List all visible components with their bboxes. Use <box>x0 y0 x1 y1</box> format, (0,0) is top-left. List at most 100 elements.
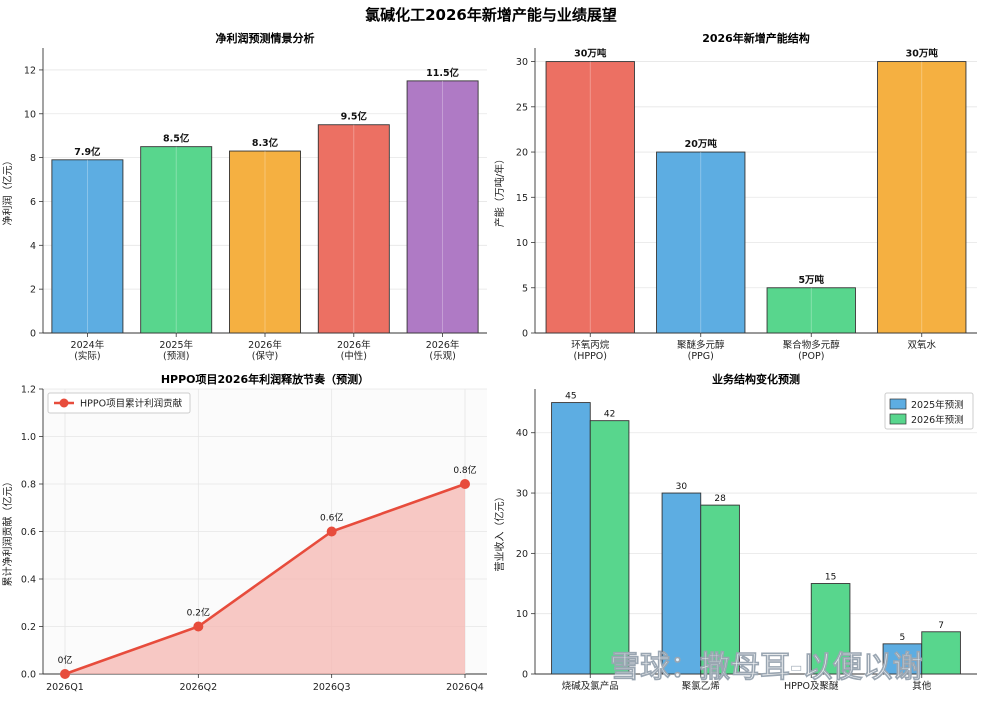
x-tick-label: HPPO及聚醚 <box>784 680 839 692</box>
series-line <box>64 482 466 676</box>
chart-hppo-release: HPPO项目2026年利润释放节奏（预测） 0.0 0.2 0.4 0.6 0.8 1.0 1… <box>1 372 487 693</box>
y-tick-label: 40 <box>516 428 528 439</box>
data-label: 11.5亿 <box>426 67 459 79</box>
x-tick-label: 2026Q4 <box>446 682 484 693</box>
legend: 2025年预测 2026年预测 <box>884 392 974 430</box>
data-label: 5万吨 <box>798 274 824 286</box>
data-point <box>193 621 204 632</box>
x-tick-label: 其他 <box>912 680 932 692</box>
bar <box>656 151 746 334</box>
chart-business-structure: 业务结构变化预测 0 10 20 30 40 营业收入（亿元） 45 42 烧碱及氯产品 30 28 聚… <box>493 372 977 692</box>
data-label: 30万吨 <box>574 48 607 60</box>
y-tick-label: 15 <box>516 193 528 204</box>
legend-label: 2026年预测 <box>911 414 964 426</box>
data-point <box>60 669 70 679</box>
y-axis-label: 净利润（亿元） <box>1 156 14 226</box>
y-tick-label: 5 <box>522 283 528 294</box>
bar <box>700 504 740 675</box>
y-tick-label: 0.4 <box>21 575 36 586</box>
y-tick-label: 4 <box>30 241 36 252</box>
y-tick-label: 10 <box>24 109 36 120</box>
x-tick-label: 2026年(乐观) <box>426 339 460 362</box>
y-tick-label: 20 <box>516 148 528 159</box>
y-tick-label: 8 <box>30 153 36 164</box>
legend-box <box>47 392 191 414</box>
y-tick-label: 2 <box>30 285 36 296</box>
legend: HPPO项目累计利润贡献 <box>47 392 191 414</box>
data-point <box>460 479 470 489</box>
x-tick-label: 聚氯乙烯 <box>682 680 721 692</box>
bar <box>882 643 923 675</box>
data-label: 9.5亿 <box>341 111 368 123</box>
x-tick-label: 2024年(实际) <box>71 339 105 362</box>
legend-marker <box>59 398 69 408</box>
watermark: 雪球：撒母耳-以便以谢 <box>610 650 922 685</box>
y-tick-label: 10 <box>516 238 528 249</box>
x-tick-label: 2026Q2 <box>179 682 217 693</box>
y-tick-label: 30 <box>516 57 528 68</box>
y-tick-label: 1.2 <box>21 385 36 396</box>
bar <box>810 583 851 675</box>
legend-swatch <box>889 413 907 425</box>
x-tick-label: 2025年(预测) <box>159 339 193 362</box>
panel-title: 2026年新增产能结构 <box>702 31 810 45</box>
y-tick-label: 30 <box>516 489 528 500</box>
x-tick-label: 双氧水 <box>907 339 936 351</box>
data-label: 7 <box>938 621 944 631</box>
legend-label: 2025年预测 <box>911 399 964 411</box>
data-label: 0.6亿 <box>320 512 343 524</box>
x-tick-label: 环氧丙烷(HPPO) <box>571 339 610 362</box>
y-tick-label: 0 <box>522 329 528 340</box>
data-label: 42 <box>604 410 615 420</box>
figure-title: 氯碱化工2026年新增产能与业绩展望 <box>365 6 617 24</box>
data-label: 0.8亿 <box>453 464 476 476</box>
data-label: 8.3亿 <box>252 137 279 149</box>
x-tick-label: 聚合物多元醇(POP) <box>783 339 841 362</box>
y-tick-label: 20 <box>516 549 528 560</box>
bar <box>140 146 213 334</box>
y-tick-label: 0 <box>30 329 36 340</box>
y-tick-label: 1.0 <box>21 432 36 443</box>
panel-title: HPPO项目2026年利润释放节奏（预测） <box>161 372 369 386</box>
y-tick-label: 25 <box>516 102 528 113</box>
bar <box>229 150 301 334</box>
y-tick-label: 10 <box>516 609 528 620</box>
bar <box>51 159 124 334</box>
data-label: 0亿 <box>58 654 73 666</box>
y-axis-label: 产能（万吨/年） <box>493 154 506 227</box>
data-label: 5 <box>900 633 906 643</box>
bar <box>766 287 856 334</box>
legend-box <box>884 392 974 430</box>
y-tick-label: 0.2 <box>21 622 36 633</box>
bar <box>551 402 591 675</box>
data-label: 30万吨 <box>906 48 939 60</box>
bar <box>317 124 390 334</box>
y-tick-label: 0.0 <box>21 670 36 681</box>
x-tick-label: 2026Q1 <box>46 682 84 693</box>
x-tick-label: 2026年(中性) <box>337 339 371 362</box>
x-tick-label: 烧碱及氯产品 <box>562 680 619 692</box>
data-label: 45 <box>565 392 576 402</box>
bar <box>921 631 961 675</box>
y-tick-label: 0.8 <box>21 480 36 491</box>
bar <box>406 80 479 334</box>
legend-label: HPPO项目累计利润贡献 <box>80 398 183 410</box>
bar <box>589 420 630 675</box>
y-tick-label: 6 <box>30 197 36 208</box>
panel-title: 净利润预测情景分析 <box>216 31 315 45</box>
data-label: 20万吨 <box>685 138 718 150</box>
x-tick-label: 聚醚多元醇(PPG) <box>677 339 725 362</box>
data-label: 8.5亿 <box>163 133 190 145</box>
chart-capacity: 2026年新增产能结构 0 5 10 15 20 25 30 产能（万吨/年） 30万吨环氧丙烷(… <box>493 31 977 362</box>
y-tick-label: 12 <box>24 65 36 76</box>
bar <box>545 61 635 334</box>
panel-title: 业务结构变化预测 <box>712 372 800 386</box>
data-point <box>326 526 337 537</box>
chart-net-profit: 净利润预测情景分析 0 2 4 6 8 10 12 净利润（亿元） 7.9亿 2024年(实际) 8.… <box>1 31 487 362</box>
data-label: 15 <box>825 573 836 583</box>
legend-swatch <box>889 398 907 410</box>
data-label: 0.2亿 <box>187 607 210 619</box>
y-axis-label: 营业收入（亿元） <box>493 492 506 572</box>
data-label: 30 <box>676 482 688 492</box>
